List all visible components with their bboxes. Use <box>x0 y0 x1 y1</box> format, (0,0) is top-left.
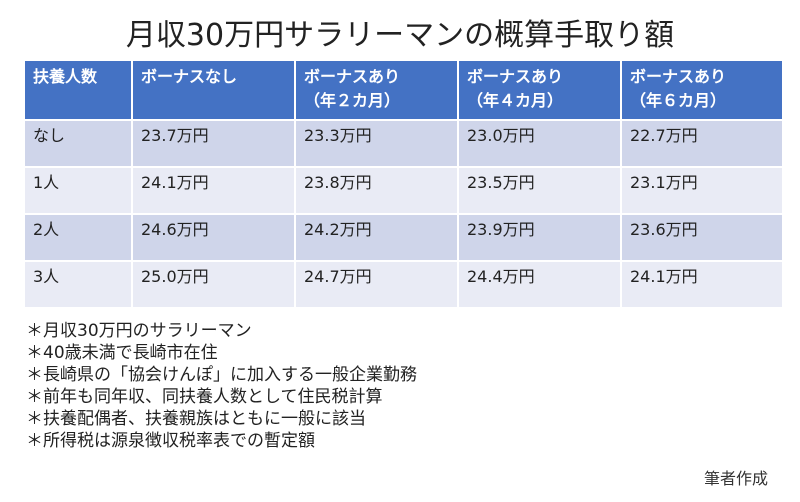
header-dependents: 扶養人数 <box>23 59 133 121</box>
table-row: なし 23.7万円 23.3万円 23.0万円 22.7万円 <box>23 119 784 168</box>
author-credit: 筆者作成 <box>703 469 768 488</box>
table-row: 2人 24.6万円 24.2万円 23.9万円 23.6万円 <box>23 213 784 262</box>
table-row: 3人 25.0万円 24.7万円 24.4万円 24.1万円 <box>23 260 784 309</box>
table-row: 1人 24.1万円 23.8万円 23.5万円 23.1万円 <box>23 166 784 215</box>
header-bonus-2: ボーナスあり （年２カ月） <box>294 59 459 121</box>
cell-value: 24.4万円 <box>457 260 622 309</box>
cell-value: 23.0万円 <box>457 119 622 168</box>
note-item: ＊所得税は源泉徴収税率表での暫定額 <box>26 431 315 451</box>
cell-value: 22.7万円 <box>620 119 784 168</box>
table-header-row: 扶養人数 ボーナスなし ボーナスあり （年２カ月） ボーナスあり （年４カ月） ボー… <box>23 59 784 121</box>
page-title: 月収30万円サラリーマンの概算手取り額 <box>125 18 675 53</box>
header-bonus-4: ボーナスあり （年４カ月） <box>457 59 622 121</box>
note-item: ＊月収30万円のサラリーマン <box>26 321 252 341</box>
cell-dependents: 1人 <box>23 166 133 215</box>
cell-value: 24.6万円 <box>131 213 296 262</box>
cell-dependents: なし <box>23 119 133 168</box>
cell-value: 23.7万円 <box>131 119 296 168</box>
cell-value: 23.5万円 <box>457 166 622 215</box>
note-item: ＊前年も同年収、同扶養人数として住民税計算 <box>26 387 383 407</box>
cell-value: 24.1万円 <box>620 260 784 309</box>
assumption-notes: ＊月収30万円のサラリーマン ＊40歳未満で長崎市在住 ＊長崎県の「協会けんぽ」… <box>26 320 417 452</box>
note-item: ＊長崎県の「協会けんぽ」に加入する一般企業勤務 <box>26 365 417 385</box>
cell-dependents: 2人 <box>23 213 133 262</box>
cell-value: 23.3万円 <box>294 119 459 168</box>
cell-value: 24.7万円 <box>294 260 459 309</box>
cell-value: 25.0万円 <box>131 260 296 309</box>
cell-value: 24.2万円 <box>294 213 459 262</box>
take-home-pay-table: 扶養人数 ボーナスなし ボーナスあり （年２カ月） ボーナスあり （年４カ月） ボー… <box>23 59 784 309</box>
cell-value: 23.6万円 <box>620 213 784 262</box>
cell-value: 23.8万円 <box>294 166 459 215</box>
cell-value: 24.1万円 <box>131 166 296 215</box>
note-item: ＊扶養配偶者、扶養親族はともに一般に該当 <box>26 409 366 429</box>
cell-value: 23.1万円 <box>620 166 784 215</box>
note-item: ＊40歳未満で長崎市在住 <box>26 343 218 363</box>
cell-value: 23.9万円 <box>457 213 622 262</box>
cell-dependents: 3人 <box>23 260 133 309</box>
header-no-bonus: ボーナスなし <box>131 59 296 121</box>
header-bonus-6: ボーナスあり （年６カ月） <box>620 59 784 121</box>
